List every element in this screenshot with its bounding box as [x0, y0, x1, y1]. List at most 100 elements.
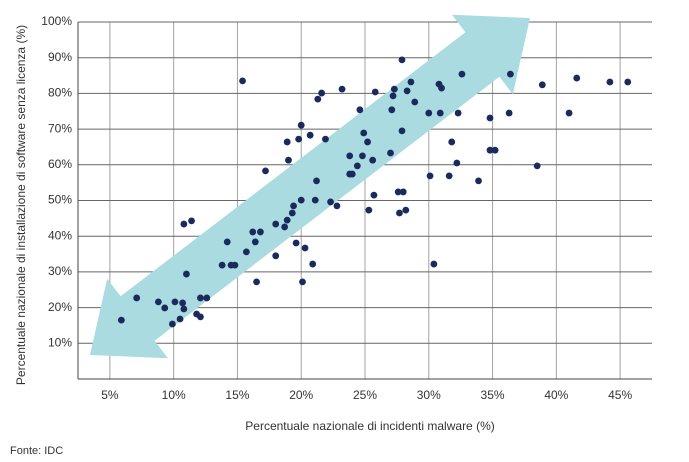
point — [389, 92, 397, 100]
point — [285, 156, 292, 164]
point — [359, 152, 366, 160]
point — [426, 172, 434, 180]
point — [606, 78, 614, 86]
point — [203, 294, 211, 302]
y-tick-label: 70% — [48, 121, 72, 135]
x-tick-label: 10% — [162, 388, 186, 402]
point — [179, 299, 186, 307]
point — [454, 109, 462, 117]
point — [295, 135, 303, 143]
point — [180, 305, 188, 313]
x-tick-label: 35% — [481, 388, 505, 402]
y-tick-label: 60% — [48, 157, 72, 171]
point — [292, 239, 300, 247]
point — [272, 252, 280, 260]
point — [364, 138, 371, 146]
point — [360, 129, 368, 137]
x-tick-label: 15% — [225, 388, 249, 402]
point — [197, 313, 204, 321]
x-tick-label: 5% — [101, 388, 119, 402]
point — [445, 172, 453, 180]
point — [387, 149, 394, 157]
point — [486, 114, 494, 122]
point — [168, 320, 176, 328]
y-tick-label: 40% — [48, 228, 72, 242]
point — [370, 191, 378, 199]
point — [486, 146, 494, 154]
point — [262, 167, 269, 175]
point — [491, 146, 499, 154]
point — [171, 298, 179, 306]
point — [288, 209, 296, 217]
point — [338, 85, 346, 93]
point — [356, 106, 364, 114]
point — [365, 206, 373, 214]
point — [565, 109, 573, 117]
point — [231, 261, 239, 269]
point — [438, 84, 445, 92]
point — [573, 74, 581, 82]
x-tick-label: 25% — [353, 388, 377, 402]
point — [299, 278, 306, 286]
x-axis-title: Percentuale nazionale di incidenti malwa… — [245, 419, 494, 433]
point — [188, 217, 195, 225]
point — [371, 88, 379, 96]
point — [458, 70, 466, 78]
point — [311, 196, 319, 204]
point — [218, 261, 226, 269]
point — [318, 89, 326, 97]
point — [314, 95, 322, 103]
point — [283, 138, 291, 146]
point — [322, 135, 329, 143]
point — [448, 138, 456, 146]
point — [533, 162, 541, 170]
point — [346, 152, 354, 160]
point — [403, 87, 411, 95]
point — [333, 202, 341, 210]
point — [297, 196, 305, 204]
point — [223, 238, 231, 246]
point — [313, 177, 320, 185]
point — [253, 278, 260, 286]
point — [242, 248, 250, 256]
y-axis-title: Percentuale nazionale di installazione d… — [14, 25, 28, 385]
point — [301, 244, 309, 252]
point — [398, 56, 406, 64]
x-tick-label: 30% — [417, 388, 441, 402]
y-tick-label: 20% — [48, 300, 72, 314]
y-tick-label: 100% — [41, 14, 72, 28]
point — [183, 270, 190, 278]
point — [281, 223, 289, 231]
x-tick-label: 45% — [608, 388, 632, 402]
point — [154, 298, 162, 306]
point — [306, 131, 314, 139]
point — [411, 98, 419, 106]
y-tick-label: 10% — [48, 335, 72, 349]
point — [425, 109, 433, 117]
point — [407, 78, 415, 86]
point — [369, 156, 377, 164]
point — [272, 220, 280, 228]
point — [176, 315, 184, 323]
point — [390, 85, 398, 93]
point — [453, 159, 461, 167]
point — [402, 206, 410, 214]
point — [507, 70, 514, 78]
point — [239, 77, 246, 85]
point — [353, 162, 361, 170]
source: Fonte: IDC — [10, 445, 63, 457]
y-tick-label: 80% — [48, 86, 72, 100]
x-tick-label: 40% — [544, 388, 568, 402]
point — [430, 260, 438, 268]
point — [249, 228, 257, 236]
point — [197, 294, 204, 302]
y-tick-label: 90% — [48, 50, 72, 64]
point — [257, 228, 264, 236]
trend-arrow — [90, 14, 530, 359]
point — [394, 188, 402, 196]
point — [436, 109, 444, 117]
point — [399, 188, 407, 196]
y-tick-label: 50% — [48, 193, 72, 207]
point — [161, 304, 169, 312]
